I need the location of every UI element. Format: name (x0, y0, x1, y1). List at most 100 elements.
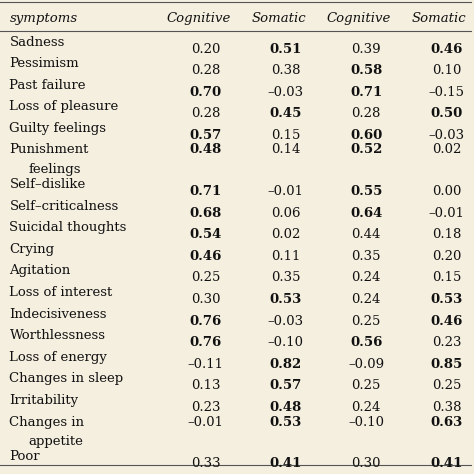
Text: 0.53: 0.53 (270, 293, 302, 306)
Text: 0.45: 0.45 (270, 107, 302, 120)
Text: 0.50: 0.50 (430, 107, 463, 120)
Text: –0.09: –0.09 (348, 358, 384, 371)
Text: 0.24: 0.24 (351, 272, 381, 284)
Text: 0.28: 0.28 (191, 107, 220, 120)
Text: 0.20: 0.20 (191, 43, 220, 55)
Text: 0.52: 0.52 (350, 144, 383, 156)
Text: 0.10: 0.10 (432, 64, 461, 77)
Text: 0.20: 0.20 (432, 250, 461, 263)
Text: 0.82: 0.82 (270, 358, 302, 371)
Text: Crying: Crying (9, 243, 55, 256)
Text: 0.76: 0.76 (190, 336, 222, 349)
Text: 0.30: 0.30 (191, 293, 220, 306)
Text: appetite: appetite (28, 435, 83, 448)
Text: 0.85: 0.85 (430, 358, 463, 371)
Text: 0.68: 0.68 (190, 207, 222, 219)
Text: 0.55: 0.55 (350, 185, 383, 198)
Text: 0.25: 0.25 (191, 272, 220, 284)
Text: –0.01: –0.01 (188, 416, 224, 428)
Text: 0.57: 0.57 (270, 379, 302, 392)
Text: –0.03: –0.03 (268, 86, 304, 99)
Text: 0.38: 0.38 (432, 401, 461, 414)
Text: Loss of energy: Loss of energy (9, 351, 107, 364)
Text: Self–criticalness: Self–criticalness (9, 200, 119, 213)
Text: 0.76: 0.76 (190, 315, 222, 328)
Text: Suicidal thoughts: Suicidal thoughts (9, 221, 127, 234)
Text: 0.64: 0.64 (350, 207, 383, 219)
Text: Past failure: Past failure (9, 79, 86, 92)
Text: 0.48: 0.48 (190, 144, 222, 156)
Text: 0.35: 0.35 (271, 272, 301, 284)
Text: Loss of interest: Loss of interest (9, 286, 113, 299)
Text: –0.15: –0.15 (428, 86, 465, 99)
Text: 0.46: 0.46 (189, 250, 222, 263)
Text: Punishment: Punishment (9, 144, 89, 156)
Text: 0.54: 0.54 (189, 228, 222, 241)
Text: Changes in: Changes in (9, 416, 84, 428)
Text: Changes in sleep: Changes in sleep (9, 372, 124, 385)
Text: –0.03: –0.03 (428, 129, 465, 142)
Text: 0.53: 0.53 (270, 416, 302, 428)
Text: 0.35: 0.35 (351, 250, 381, 263)
Text: 0.57: 0.57 (190, 129, 222, 142)
Text: 0.60: 0.60 (350, 129, 382, 142)
Text: Indecisiveness: Indecisiveness (9, 308, 107, 320)
Text: 0.06: 0.06 (271, 207, 301, 219)
Text: Irritability: Irritability (9, 394, 79, 407)
Text: 0.39: 0.39 (351, 43, 381, 55)
Text: 0.24: 0.24 (351, 401, 381, 414)
Text: 0.15: 0.15 (271, 129, 301, 142)
Text: 0.14: 0.14 (271, 144, 301, 156)
Text: 0.02: 0.02 (271, 228, 301, 241)
Text: symptoms: symptoms (9, 12, 78, 25)
Text: 0.18: 0.18 (432, 228, 461, 241)
Text: 0.41: 0.41 (430, 457, 463, 470)
Text: Somatic: Somatic (412, 12, 466, 25)
Text: Self–dislike: Self–dislike (9, 178, 86, 191)
Text: 0.00: 0.00 (432, 185, 461, 198)
Text: 0.53: 0.53 (430, 293, 463, 306)
Text: Somatic: Somatic (251, 12, 306, 25)
Text: Sadness: Sadness (9, 36, 65, 48)
Text: 0.71: 0.71 (190, 185, 222, 198)
Text: 0.15: 0.15 (432, 272, 461, 284)
Text: –0.01: –0.01 (268, 185, 304, 198)
Text: 0.71: 0.71 (350, 86, 382, 99)
Text: –0.01: –0.01 (428, 207, 465, 219)
Text: 0.44: 0.44 (351, 228, 381, 241)
Text: 0.41: 0.41 (270, 457, 302, 470)
Text: –0.10: –0.10 (268, 336, 304, 349)
Text: 0.33: 0.33 (191, 457, 220, 470)
Text: 0.02: 0.02 (432, 144, 461, 156)
Text: –0.11: –0.11 (188, 358, 224, 371)
Text: 0.38: 0.38 (271, 64, 301, 77)
Text: Agitation: Agitation (9, 264, 71, 277)
Text: 0.23: 0.23 (191, 401, 220, 414)
Text: 0.11: 0.11 (271, 250, 301, 263)
Text: Pessimism: Pessimism (9, 57, 79, 70)
Text: Cognitive: Cognitive (327, 12, 391, 25)
Text: Poor: Poor (9, 450, 40, 463)
Text: 0.28: 0.28 (351, 107, 381, 120)
Text: 0.23: 0.23 (432, 336, 461, 349)
Text: 0.25: 0.25 (351, 315, 381, 328)
Text: 0.25: 0.25 (432, 379, 461, 392)
Text: 0.51: 0.51 (270, 43, 302, 55)
Text: Loss of pleasure: Loss of pleasure (9, 100, 119, 113)
Text: 0.28: 0.28 (191, 64, 220, 77)
Text: 0.24: 0.24 (351, 293, 381, 306)
Text: 0.63: 0.63 (430, 416, 463, 428)
Text: Worthlessness: Worthlessness (9, 329, 105, 342)
Text: Cognitive: Cognitive (166, 12, 230, 25)
Text: 0.46: 0.46 (430, 315, 463, 328)
Text: 0.30: 0.30 (351, 457, 381, 470)
Text: 0.58: 0.58 (350, 64, 382, 77)
Text: 0.46: 0.46 (430, 43, 463, 55)
Text: 0.13: 0.13 (191, 379, 220, 392)
Text: 0.56: 0.56 (350, 336, 383, 349)
Text: 0.48: 0.48 (270, 401, 302, 414)
Text: 0.25: 0.25 (351, 379, 381, 392)
Text: 0.70: 0.70 (190, 86, 221, 99)
Text: feelings: feelings (28, 163, 81, 176)
Text: –0.03: –0.03 (268, 315, 304, 328)
